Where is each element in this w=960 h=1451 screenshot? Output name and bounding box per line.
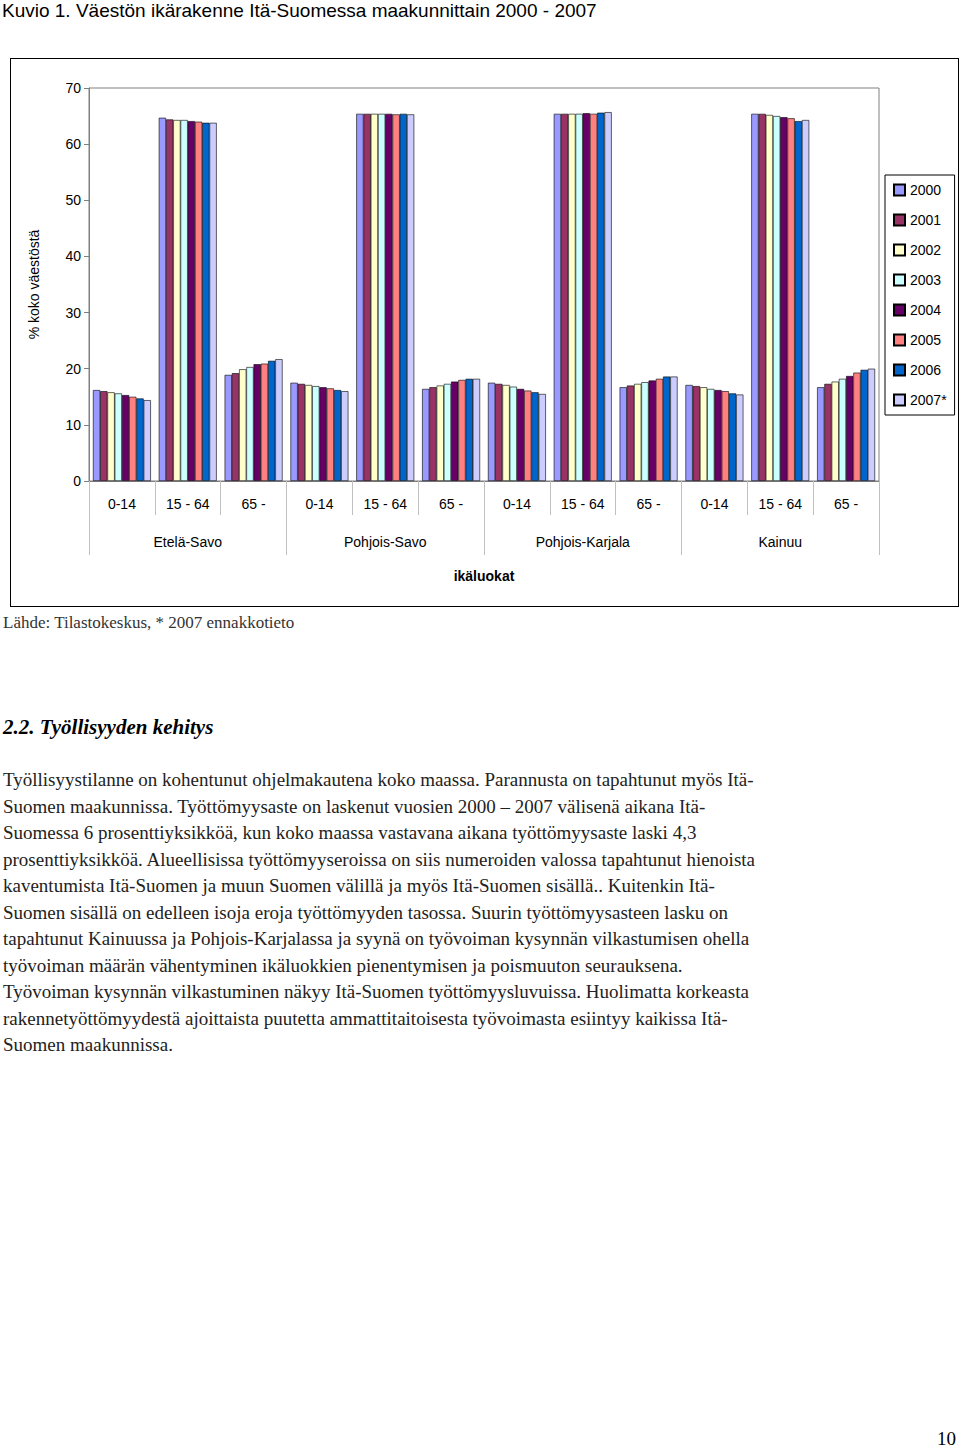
html-text:rakennetyöttömyydestä ajoittai: rakennetyöttömyydestä ajoittaista puutet… <box>3 1007 728 1029</box>
svg-text:20: 20 <box>65 361 81 377</box>
svg-text:65 -: 65 - <box>439 496 463 512</box>
svg-text:10: 10 <box>65 417 81 433</box>
svg-text:Etelä-Savo: Etelä-Savo <box>154 534 223 550</box>
svg-text:15 - 64: 15 - 64 <box>561 496 605 512</box>
svg-text:2007*: 2007* <box>910 392 947 408</box>
html-text:kaventumista Itä-Suomen ja muu: kaventumista Itä-Suomen ja muun Suomen v… <box>3 875 715 896</box>
svg-text:65 -: 65 - <box>637 496 661 512</box>
svg-text:65 -: 65 - <box>834 496 858 512</box>
svg-text:30: 30 <box>65 305 81 321</box>
svg-text:65 -: 65 - <box>242 496 266 512</box>
html-text:työvoiman määrän vähentyminen: työvoiman määrän vähentyminen ikäluokkie… <box>3 954 683 976</box>
html-text:Suomen sisällä on edelleen iso: Suomen sisällä on edelleen isoja eroja t… <box>3 901 729 923</box>
svg-text:40: 40 <box>65 248 81 264</box>
svg-text:2000: 2000 <box>910 182 941 198</box>
html-text:Suomen maakunnissa. Työttömyys: Suomen maakunnissa. Työttömyysaste on la… <box>3 795 706 817</box>
svg-text:0-14: 0-14 <box>503 496 531 512</box>
html-text:prosenttiyksikköä. Alueellisis: prosenttiyksikköä. Alueellisissa työttöm… <box>3 848 755 870</box>
svg-text:0-14: 0-14 <box>700 496 728 512</box>
svg-text:% koko väestöstä: % koko väestöstä <box>26 229 42 339</box>
svg-text:70: 70 <box>65 80 81 96</box>
svg-text:2004: 2004 <box>910 302 941 318</box>
svg-text:2001: 2001 <box>910 212 941 228</box>
html-text:Suomessa 6 prosenttiyksikköä,: Suomessa 6 prosenttiyksikköä, kun koko m… <box>3 822 697 843</box>
svg-text:0-14: 0-14 <box>305 496 333 512</box>
html-text:2.2. Työllisyyden kehitys: 2.2. Työllisyyden kehitys <box>3 715 214 739</box>
svg-text:2003: 2003 <box>910 272 941 288</box>
svg-text:Kainuu: Kainuu <box>758 534 802 550</box>
svg-text:15 - 64: 15 - 64 <box>758 496 802 512</box>
svg-text:0: 0 <box>73 473 81 489</box>
svg-text:2006: 2006 <box>910 362 941 378</box>
svg-text:2005: 2005 <box>910 332 941 348</box>
html-text:Suomen maakunnissa.: Suomen maakunnissa. <box>3 1034 173 1055</box>
html-text:tapahtunut Kainuussa ja Pohjoi: tapahtunut Kainuussa ja Pohjois-Karjalas… <box>3 928 750 949</box>
svg-text:15 - 64: 15 - 64 <box>166 496 210 512</box>
html-text:Kuvio 1. Väestön ikärakenne It: Kuvio 1. Väestön ikärakenne Itä-Suomessa… <box>2 0 597 21</box>
svg-text:2002: 2002 <box>910 242 941 258</box>
html-text:Lähde: Tilastokeskus, * 2007 e: Lähde: Tilastokeskus, * 2007 ennakkotiet… <box>3 613 295 632</box>
svg-text:Pohjois-Savo: Pohjois-Savo <box>344 534 427 550</box>
html-text:Työvoiman kysynnän vilkastumin: Työvoiman kysynnän vilkastuminen näkyy I… <box>3 981 749 1002</box>
svg-text:50: 50 <box>65 192 81 208</box>
svg-text:0-14: 0-14 <box>108 496 136 512</box>
svg-text:60: 60 <box>65 136 81 152</box>
html-text:10: 10 <box>937 1428 956 1449</box>
html-text:Työllisyystilanne on kohentunu: Työllisyystilanne on kohentunut ohjelmak… <box>3 769 754 790</box>
svg-text:15 - 64: 15 - 64 <box>363 496 407 512</box>
svg-text:Pohjois-Karjala: Pohjois-Karjala <box>536 534 630 550</box>
svg-text:ikäluokat: ikäluokat <box>454 568 515 584</box>
